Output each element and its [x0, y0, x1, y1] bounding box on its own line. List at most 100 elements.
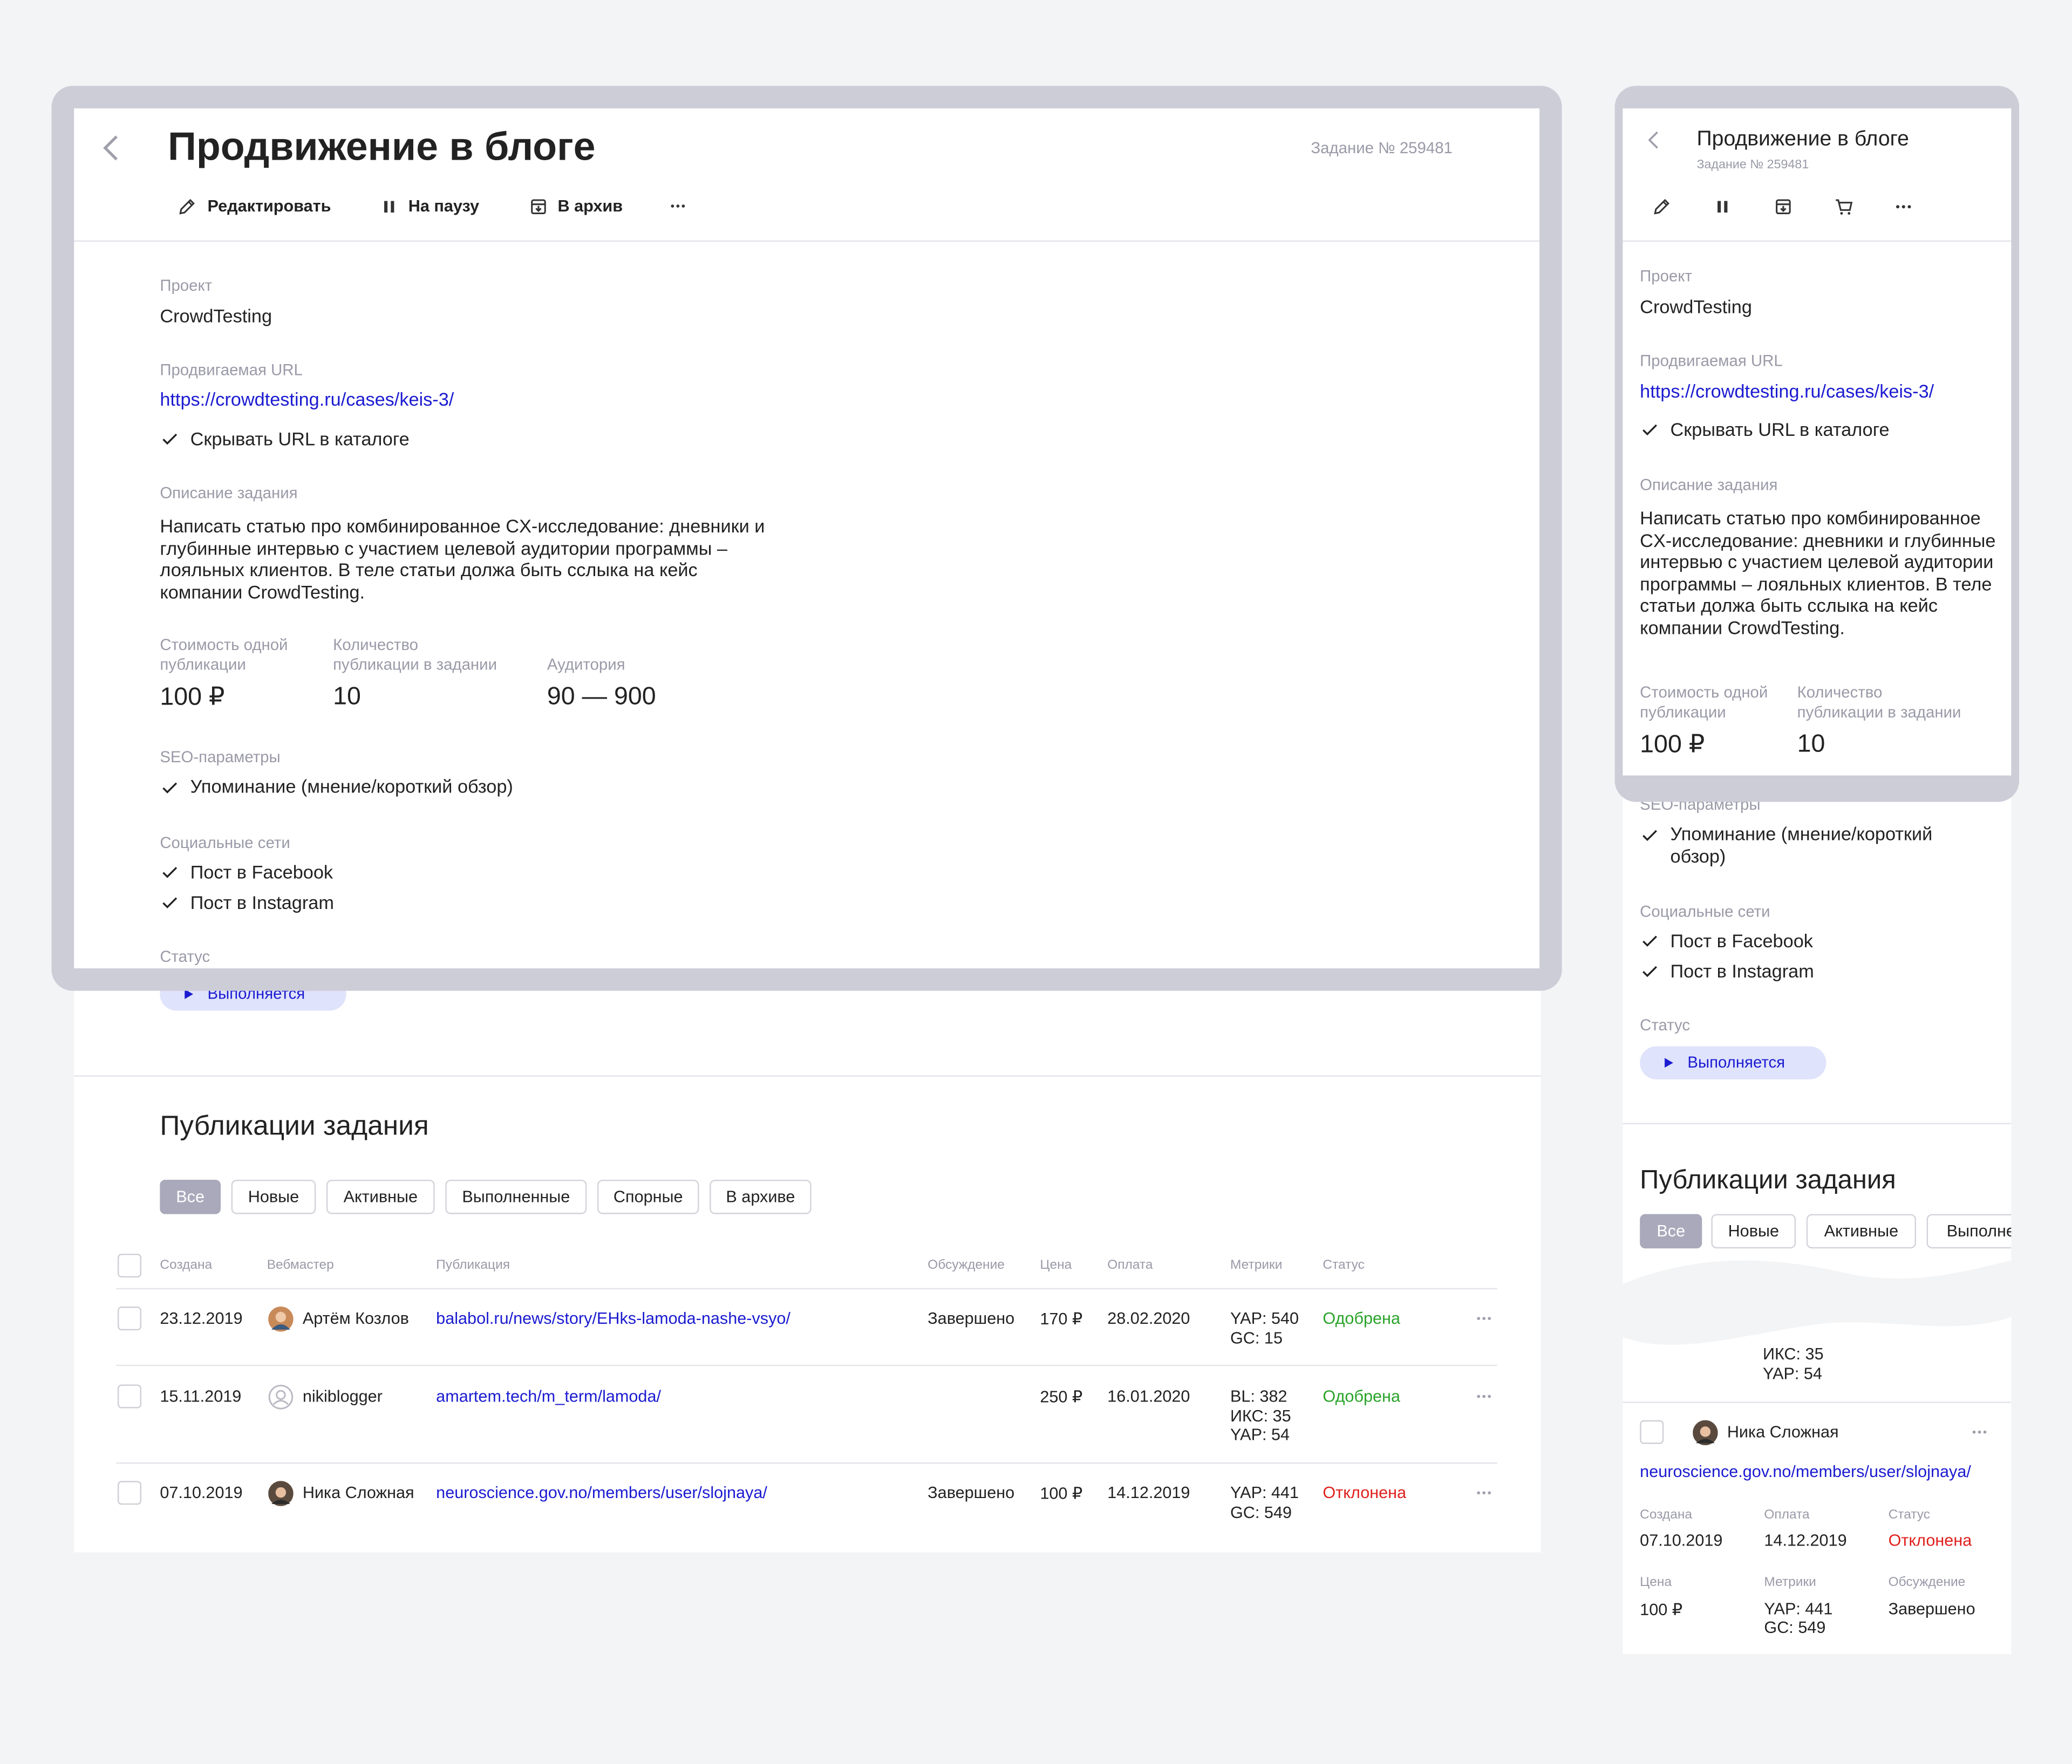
column-header: Метрики — [1230, 1258, 1283, 1273]
column-header: Оплата — [1764, 1508, 1810, 1523]
publication-link[interactable]: neuroscience.gov.no/members/user/slojnay… — [1640, 1462, 1971, 1481]
created-date: 23.12.2019 — [160, 1309, 243, 1328]
column-header: Оплата — [1107, 1258, 1153, 1273]
filter-chip[interactable] — [1640, 1214, 1702, 1249]
discussion: Завершено — [928, 1309, 1015, 1328]
filter-label[interactable]: Все — [176, 1187, 205, 1206]
check-icon — [1641, 829, 1657, 840]
more-button[interactable] — [669, 197, 687, 215]
play-icon — [1664, 1057, 1673, 1067]
stat-value: 10 — [1797, 730, 1825, 758]
action-button[interactable]: Редактировать — [207, 196, 331, 216]
filter-label[interactable]: В архиве — [726, 1187, 795, 1206]
option: Пост в Instagram — [1670, 960, 1814, 982]
avatar — [267, 1305, 293, 1331]
status: Отклонена — [1323, 1483, 1407, 1502]
row-menu[interactable] — [1475, 1387, 1493, 1405]
filter-chip[interactable] — [1711, 1214, 1796, 1249]
webmaster: Артём Козлов — [302, 1309, 409, 1328]
publication-link[interactable]: neuroscience.gov.no/members/user/slojnay… — [436, 1483, 767, 1502]
checkbox[interactable] — [117, 1481, 142, 1505]
check-icon — [1641, 965, 1657, 977]
column-header: Обсуждение — [1888, 1575, 1966, 1590]
metric: GC: 549 — [1764, 1618, 1826, 1637]
filter-label[interactable]: Все — [1657, 1222, 1686, 1241]
mobile-frame — [1614, 86, 2020, 802]
action-icon[interactable] — [379, 196, 399, 216]
action-button[interactable]: На паузу — [408, 196, 480, 216]
filter-label[interactable]: Выполненные — [462, 1187, 570, 1206]
checkbox[interactable] — [117, 1384, 142, 1409]
description: Написать статью про комбинированное CX-и… — [160, 515, 765, 602]
option: Пост в Instagram — [190, 892, 334, 913]
filter-label[interactable]: Активные — [343, 1187, 418, 1206]
toolbar-button[interactable] — [1651, 196, 1671, 216]
column-header: Создана — [1640, 1508, 1692, 1523]
filter-label[interactable]: Новые — [1728, 1222, 1780, 1241]
filter-label[interactable]: Выполненные — [1946, 1222, 2012, 1241]
check-icon — [162, 433, 176, 445]
option: Упоминание (мнение/короткий обзор) — [190, 775, 513, 797]
checkbox[interactable] — [1640, 1420, 1664, 1444]
back-button[interactable] — [1642, 128, 1666, 152]
action-icon[interactable] — [176, 196, 196, 216]
field-label: Статус — [160, 947, 210, 966]
metric: ИКС: 35 — [1230, 1406, 1291, 1425]
stat-label: Количество публикации в задании — [333, 635, 497, 673]
toolbar-button[interactable] — [1773, 196, 1792, 216]
row-menu[interactable] — [1970, 1423, 1988, 1441]
divider — [1623, 1123, 2012, 1125]
field-label: Социальные сети — [160, 833, 290, 852]
field-label: Статус — [1640, 1016, 1691, 1035]
checkbox[interactable] — [117, 1307, 142, 1331]
page-title: Продвижение в блоге — [1696, 128, 1909, 151]
filter-chip[interactable] — [231, 1179, 316, 1214]
url-link[interactable]: https://crowdtesting.ru/cases/keis-3/ — [1640, 380, 1934, 402]
url-link[interactable]: https://crowdtesting.ru/cases/keis-3/ — [160, 388, 454, 410]
column-header: Обсуждение — [928, 1258, 1005, 1273]
column-header: Метрики — [1764, 1575, 1816, 1590]
status: Одобрена — [1323, 1387, 1401, 1406]
publication-link[interactable]: balabol.ru/news/story/EHks-lamoda-nashe-… — [436, 1309, 790, 1328]
created-date: 15.11.2019 — [160, 1387, 242, 1406]
row-menu[interactable] — [1475, 1309, 1493, 1328]
back-button[interactable] — [95, 131, 130, 165]
stat-value: 100 ₽ — [160, 683, 225, 712]
filter-chip[interactable] — [710, 1179, 812, 1214]
metric: ИКС: 35 — [1762, 1345, 1824, 1364]
filter-chip[interactable] — [326, 1179, 435, 1214]
divider — [116, 1364, 1497, 1366]
toolbar-button[interactable] — [1834, 196, 1853, 216]
wave-break — [1623, 1260, 2012, 1345]
price: 250 ₽ — [1040, 1387, 1083, 1406]
play-icon — [184, 988, 193, 999]
avatar — [1692, 1419, 1717, 1445]
option: Скрывать URL в каталоге — [190, 428, 410, 449]
publication-link[interactable]: amartem.tech/m_term/lamoda/ — [436, 1387, 661, 1406]
filter-chip[interactable] — [597, 1179, 699, 1214]
price: 100 ₽ — [1040, 1484, 1083, 1503]
checkbox[interactable] — [117, 1254, 142, 1278]
metric: YAP: 441 — [1230, 1483, 1299, 1502]
action-button[interactable]: В архив — [557, 196, 623, 216]
action-icon[interactable] — [528, 196, 548, 216]
column-header: Статус — [1888, 1508, 1931, 1523]
toolbar-button[interactable] — [1893, 196, 1913, 216]
desktop-frame — [51, 86, 1562, 991]
filter-label[interactable]: Спорные — [613, 1187, 683, 1206]
divider — [1623, 1401, 2012, 1403]
filter-chip[interactable] — [445, 1179, 587, 1214]
filter-label[interactable]: Новые — [248, 1187, 299, 1206]
desktop-card — [74, 108, 1541, 1553]
divider — [74, 240, 1541, 242]
row-menu[interactable] — [1475, 1483, 1493, 1502]
filter-label[interactable]: Активные — [1824, 1222, 1899, 1241]
filter-chip[interactable] — [1926, 1214, 2012, 1249]
filter-chip[interactable] — [160, 1179, 221, 1214]
column-header: Цена — [1640, 1575, 1672, 1590]
column-header: Цена — [1040, 1258, 1072, 1273]
filter-chip[interactable] — [1806, 1214, 1917, 1249]
toolbar-button[interactable] — [1712, 196, 1732, 216]
field-label: SEO-параметры — [160, 748, 281, 767]
